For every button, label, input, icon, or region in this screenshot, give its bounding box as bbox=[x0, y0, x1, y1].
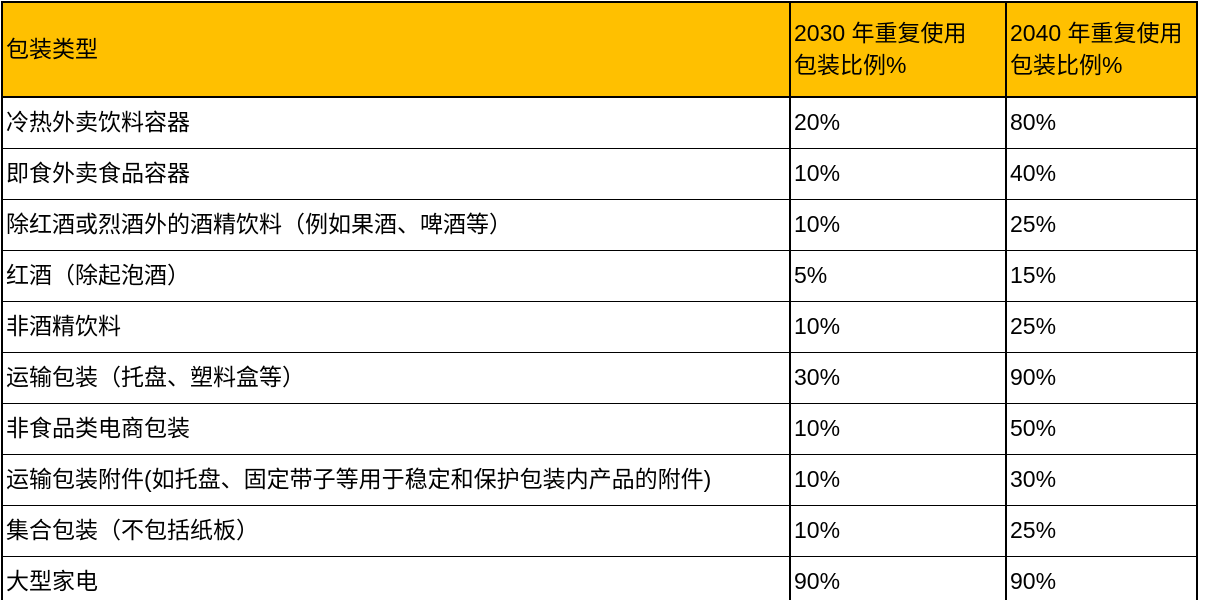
packaging-type-cell: 集合包装（不包括纸板） bbox=[1, 505, 791, 557]
table-row: 大型家电 90% 90% bbox=[1, 556, 1198, 600]
packaging-type-cell: 运输包装附件(如托盘、固定带子等用于稳定和保护包装内产品的附件) bbox=[1, 454, 791, 506]
column-header-packaging-type: 包装类型 bbox=[1, 1, 791, 98]
table-row: 非食品类电商包装 10% 50% bbox=[1, 403, 1198, 455]
value-2040-cell: 90% bbox=[1005, 352, 1198, 404]
packaging-type-cell: 即食外卖食品容器 bbox=[1, 148, 791, 200]
table-row: 除红酒或烈酒外的酒精饮料（例如果酒、啤酒等） 10% 25% bbox=[1, 199, 1198, 251]
table-row: 非酒精饮料 10% 25% bbox=[1, 301, 1198, 353]
value-2040-cell: 25% bbox=[1005, 199, 1198, 251]
table-row: 运输包装（托盘、塑料盒等） 30% 90% bbox=[1, 352, 1198, 404]
table-row: 即食外卖食品容器 10% 40% bbox=[1, 148, 1198, 200]
value-2030-cell: 30% bbox=[789, 352, 1007, 404]
value-2030-cell: 10% bbox=[789, 199, 1007, 251]
table-row: 集合包装（不包括纸板） 10% 25% bbox=[1, 505, 1198, 557]
header-row: 包装类型 2030 年重复使用 包装比例% 2040 年重复使用 包装比例% bbox=[1, 1, 1198, 98]
packaging-type-cell: 大型家电 bbox=[1, 556, 791, 600]
value-2030-cell: 10% bbox=[789, 148, 1007, 200]
value-2040-cell: 15% bbox=[1005, 250, 1198, 302]
value-2040-cell: 30% bbox=[1005, 454, 1198, 506]
value-2040-cell: 90% bbox=[1005, 556, 1198, 600]
value-2030-cell: 10% bbox=[789, 301, 1007, 353]
value-2030-cell: 90% bbox=[789, 556, 1007, 600]
packaging-type-cell: 运输包装（托盘、塑料盒等） bbox=[1, 352, 791, 404]
column-header-2030-reuse-ratio: 2030 年重复使用 包装比例% bbox=[789, 1, 1007, 98]
packaging-type-cell: 冷热外卖饮料容器 bbox=[1, 96, 791, 149]
table-row: 冷热外卖饮料容器 20% 80% bbox=[1, 96, 1198, 149]
value-2030-cell: 5% bbox=[789, 250, 1007, 302]
value-2040-cell: 40% bbox=[1005, 148, 1198, 200]
value-2030-cell: 10% bbox=[789, 454, 1007, 506]
column-header-2040-reuse-ratio: 2040 年重复使用 包装比例% bbox=[1005, 1, 1198, 98]
value-2040-cell: 25% bbox=[1005, 505, 1198, 557]
value-2040-cell: 25% bbox=[1005, 301, 1198, 353]
packaging-type-cell: 红酒（除起泡酒） bbox=[1, 250, 791, 302]
value-2030-cell: 20% bbox=[789, 96, 1007, 149]
value-2030-cell: 10% bbox=[789, 505, 1007, 557]
packaging-type-cell: 非酒精饮料 bbox=[1, 301, 791, 353]
packaging-type-cell: 非食品类电商包装 bbox=[1, 403, 791, 455]
value-2040-cell: 80% bbox=[1005, 96, 1198, 149]
table-row: 红酒（除起泡酒） 5% 15% bbox=[1, 250, 1198, 302]
packaging-type-cell: 除红酒或烈酒外的酒精饮料（例如果酒、啤酒等） bbox=[1, 199, 791, 251]
table-row: 运输包装附件(如托盘、固定带子等用于稳定和保护包装内产品的附件) 10% 30% bbox=[1, 454, 1198, 506]
value-2040-cell: 50% bbox=[1005, 403, 1198, 455]
value-2030-cell: 10% bbox=[789, 403, 1007, 455]
